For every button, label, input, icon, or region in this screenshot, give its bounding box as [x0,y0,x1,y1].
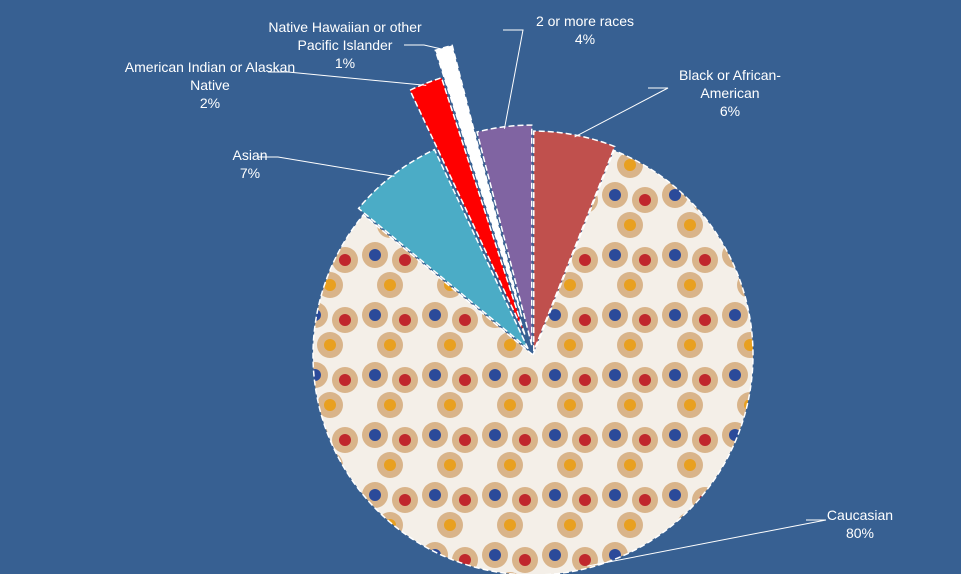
pie-slice [357,148,529,350]
pie-slice [408,76,526,335]
value-label: 4% [574,31,596,47]
category-label: Native Hawaiian or other Pacific Islande… [268,19,422,53]
data-label: American Indian or Alaskan Native 2% [120,58,300,112]
category-label: Black or African-American [679,67,781,101]
leader-line [404,44,445,51]
value-label: 7% [239,165,261,181]
category-label: Caucasian [826,507,894,523]
data-label: 2 or more races 4% [505,12,665,48]
value-label: 6% [719,103,741,119]
leader-line [503,29,524,129]
pie-slice [476,124,533,346]
category-label: Asian [232,147,268,163]
leader-line [258,156,395,177]
data-label: Asian 7% [210,146,290,182]
value-label: 2% [199,95,221,111]
leader-line [574,87,669,138]
value-label: 1% [334,55,356,71]
value-label: 80% [845,525,875,541]
pie-slice [533,130,616,352]
category-label: 2 or more races [535,13,635,29]
pie-slice [434,44,523,317]
data-label: Black or African-American 6% [660,66,800,120]
leader-line [268,71,427,86]
category-label: American Indian or Alaskan Native [124,59,296,93]
data-label: Caucasian 80% [800,506,920,542]
pie-slice [312,149,754,574]
leader-line [587,519,827,567]
data-label: Native Hawaiian or other Pacific Islande… [255,18,435,72]
